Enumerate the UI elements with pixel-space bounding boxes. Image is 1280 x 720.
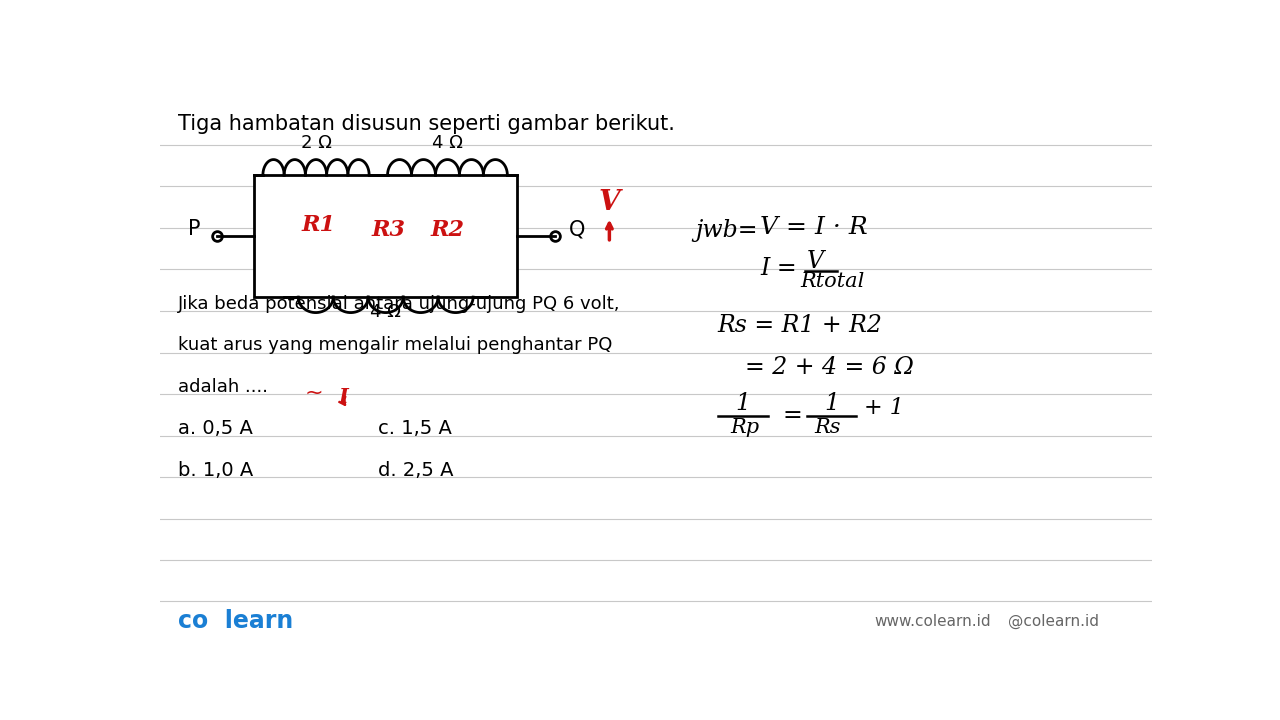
Text: Tiga hambatan disusun seperti gambar berikut.: Tiga hambatan disusun seperti gambar ber… (178, 114, 675, 134)
Text: d. 2,5 A: d. 2,5 A (379, 461, 453, 480)
Text: V: V (599, 189, 620, 216)
Text: + 1: + 1 (864, 397, 904, 419)
Text: I: I (339, 387, 348, 407)
Text: = 2 + 4 = 6 Ω: = 2 + 4 = 6 Ω (745, 356, 914, 379)
Text: kuat arus yang mengalir melalui penghantar PQ: kuat arus yang mengalir melalui penghant… (178, 336, 612, 354)
Text: jwb=: jwb= (696, 219, 758, 242)
Text: 1: 1 (824, 392, 840, 415)
Text: Rs = R1 + R2: Rs = R1 + R2 (718, 315, 882, 338)
Text: R3: R3 (371, 219, 406, 241)
Text: R2: R2 (431, 219, 465, 241)
Text: Q: Q (568, 220, 585, 240)
Text: R1: R1 (302, 214, 335, 235)
Text: 4 Ω: 4 Ω (433, 134, 463, 152)
Text: @colearn.id: @colearn.id (1009, 613, 1100, 629)
Text: 1: 1 (736, 392, 751, 415)
Text: adalah ....: adalah .... (178, 378, 268, 396)
Text: Jika beda potensial antara ujung-ujung PQ 6 volt,: Jika beda potensial antara ujung-ujung P… (178, 294, 621, 312)
Text: V = I · R: V = I · R (760, 216, 868, 239)
Text: V: V (806, 250, 824, 273)
Text: =: = (782, 404, 801, 427)
Text: P: P (188, 220, 201, 240)
Text: 4 Ω: 4 Ω (370, 302, 401, 320)
Text: I =: I = (760, 257, 796, 280)
Text: c. 1,5 A: c. 1,5 A (379, 419, 452, 438)
Text: b. 1,0 A: b. 1,0 A (178, 461, 253, 480)
Bar (255, 175, 517, 297)
Text: Rp: Rp (731, 418, 759, 437)
Text: co  learn: co learn (178, 609, 293, 634)
Text: 2 Ω: 2 Ω (301, 134, 332, 152)
Text: Rs: Rs (815, 418, 841, 437)
Text: a. 0,5 A: a. 0,5 A (178, 419, 252, 438)
Text: www.colearn.id: www.colearn.id (874, 614, 991, 629)
Text: Rtotal: Rtotal (800, 272, 864, 291)
Text: ~: ~ (305, 382, 323, 402)
